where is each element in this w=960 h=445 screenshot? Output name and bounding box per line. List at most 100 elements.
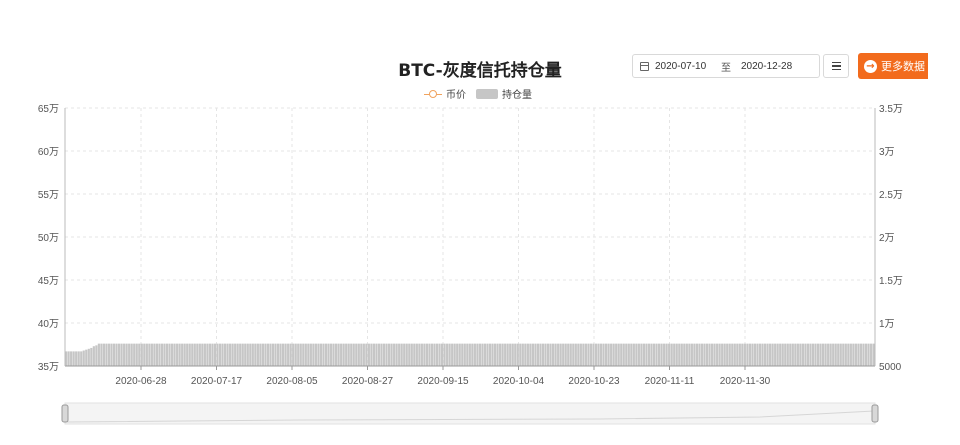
holdings-bar (410, 343, 413, 366)
holdings-bar (463, 343, 466, 366)
holdings-bar (716, 343, 719, 366)
more-data-button[interactable]: → 更多数据 (858, 53, 928, 79)
holdings-bar (236, 343, 239, 366)
holdings-bar (864, 343, 868, 366)
holdings-bar (721, 343, 724, 366)
legend-price-label[interactable]: 币价 (446, 90, 466, 101)
holdings-bar (685, 343, 688, 366)
holdings-bar (594, 343, 598, 366)
holdings-bar (602, 343, 605, 366)
y-left-tick-label: 65万 (38, 104, 59, 115)
y-left-tick-label: 35万 (38, 362, 59, 373)
holdings-bar (112, 343, 116, 366)
holdings-bar (814, 343, 817, 366)
holdings-bar (521, 343, 524, 366)
holdings-bar (82, 350, 85, 366)
holdings-bar (705, 343, 709, 366)
holdings-bar (269, 343, 272, 366)
holdings-bar (100, 343, 103, 366)
holdings-bar (125, 343, 128, 366)
x-tick-label: 2020-08-05 (266, 376, 318, 387)
holdings-bar (191, 343, 194, 366)
holdings-bar (75, 351, 78, 366)
holdings-bar (617, 343, 620, 366)
holdings-bar (478, 343, 481, 366)
holdings-bar (102, 343, 106, 366)
holdings-bar (794, 343, 797, 366)
holdings-bar (324, 343, 328, 366)
holdings-bar (650, 343, 653, 366)
holdings-bar (458, 343, 461, 366)
holdings-bar (107, 343, 111, 366)
holdings-bar (511, 343, 514, 366)
holdings-bar (549, 343, 552, 366)
holdings-bar (645, 343, 648, 366)
holdings-bar (837, 343, 840, 366)
holdings-bar (496, 343, 499, 366)
legend-holdings-swatch[interactable] (476, 88, 498, 99)
holdings-bar (473, 343, 476, 366)
holdings-bar (418, 343, 421, 366)
holdings-bar (433, 343, 436, 366)
date-range-picker[interactable]: 2020-07-10 至 2020-12-28 (632, 54, 820, 78)
holdings-bar (155, 343, 159, 366)
holdings-bar (516, 343, 519, 366)
holdings-bar (567, 343, 570, 366)
holdings-bar (852, 343, 855, 366)
zoom-handle-right[interactable] (871, 404, 879, 423)
menu-button[interactable] (823, 54, 849, 78)
holdings-bar (514, 343, 517, 366)
calendar-icon (640, 61, 649, 71)
holdings-bar (385, 343, 388, 366)
holdings-bar (170, 343, 174, 366)
holdings-bar (239, 343, 242, 366)
holdings-bar (748, 343, 751, 366)
holdings-bar (249, 343, 252, 366)
holdings-bar (309, 343, 312, 366)
holdings-bar (799, 343, 802, 366)
x-tick-label: 2020-11-11 (645, 376, 695, 387)
holdings-bar (198, 343, 201, 366)
holdings-bar (382, 343, 386, 366)
holdings-bar (827, 343, 830, 366)
holdings-bar (544, 343, 547, 366)
holdings-bar (552, 343, 555, 366)
holdings-bar (181, 343, 184, 366)
holdings-bar (862, 343, 865, 366)
holdings-bar (743, 343, 746, 366)
holdings-bar (226, 343, 229, 366)
holdings-bar (844, 343, 847, 366)
holdings-bar (536, 343, 540, 366)
holdings-bar (736, 343, 739, 366)
holdings-bar (589, 343, 593, 366)
holdings-bar (781, 343, 784, 366)
holdings-bar (816, 343, 820, 366)
holdings-bar (663, 343, 666, 366)
holdings-bar (355, 343, 358, 366)
x-tick-label: 2020-11-30 (720, 376, 771, 387)
legend-price-swatch[interactable] (424, 89, 442, 99)
holdings-bar (615, 343, 618, 366)
zoom-handle-left[interactable] (61, 404, 69, 423)
holdings-bar (229, 343, 232, 366)
holdings-bar (557, 343, 560, 366)
holdings-bar (211, 343, 214, 366)
date-start[interactable]: 2020-07-10 (655, 60, 707, 72)
holdings-bar (801, 343, 804, 366)
holdings-bar (367, 343, 370, 366)
holdings-bar (375, 343, 378, 366)
holdings-bar (319, 343, 323, 366)
legend-holdings-label[interactable]: 持仓量 (502, 90, 532, 101)
holdings-bar (819, 343, 822, 366)
holdings-bar (610, 343, 613, 366)
holdings-bar (128, 343, 131, 366)
holdings-bar (123, 343, 126, 366)
holdings-bar (130, 343, 133, 366)
holdings-bar (493, 343, 497, 366)
holdings-bar (572, 343, 575, 366)
holdings-bar (673, 343, 676, 366)
date-end[interactable]: 2020-12-28 (741, 60, 793, 72)
holdings-bar (733, 343, 736, 366)
holdings-bar (287, 343, 290, 366)
holdings-bar (67, 351, 70, 366)
